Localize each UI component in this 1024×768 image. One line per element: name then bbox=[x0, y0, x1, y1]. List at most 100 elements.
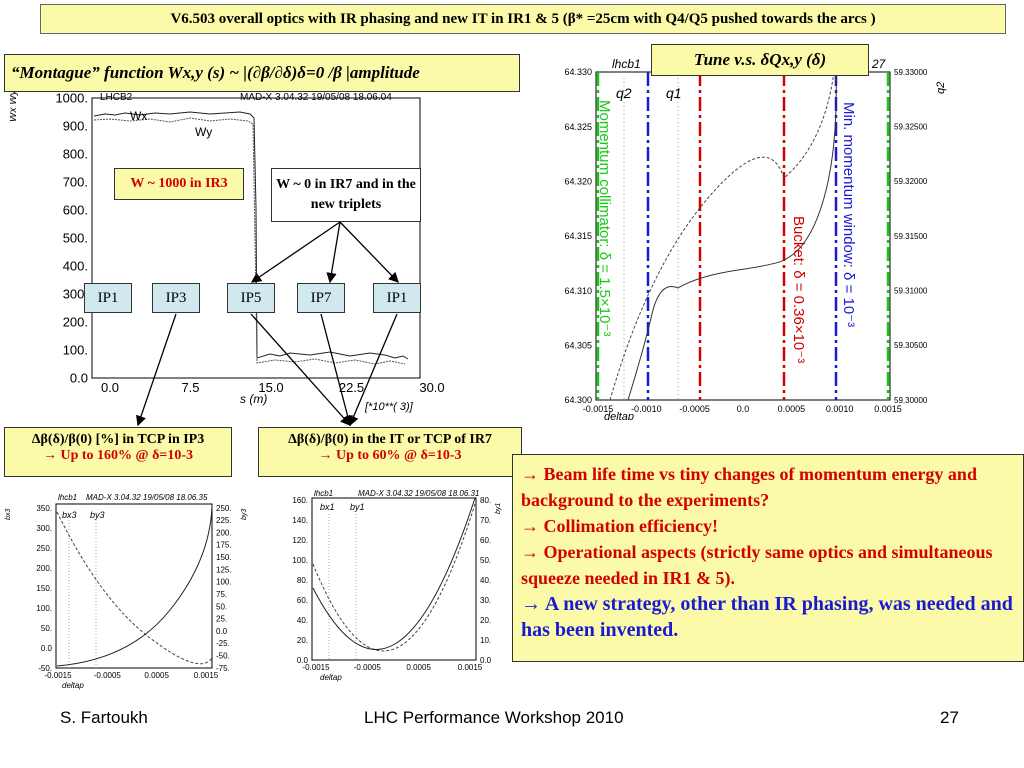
tick-label: 64.310 bbox=[564, 286, 592, 296]
montague-curve-wy bbox=[93, 117, 406, 365]
tick-label: 40. bbox=[480, 576, 491, 585]
ip-box-ip7: IP7 bbox=[297, 283, 345, 313]
tick-label: -0.0010 bbox=[631, 404, 662, 414]
tune-svg: lhcb1 27 q2 64.33064.32564.32064.31564.3… bbox=[564, 57, 947, 423]
tick-label: 100. bbox=[63, 343, 88, 358]
tune-window-label: Min. momentum window: δ = 10⁻³ bbox=[840, 102, 857, 327]
arrow-ip5-to-it bbox=[250, 313, 351, 426]
tick-label: 59.32000 bbox=[894, 177, 928, 186]
tick-label: 175. bbox=[216, 541, 232, 550]
plot-ir3-left-ticks: 350. 300. 250. 200. 150. 100. 50. 0.0 -50. bbox=[36, 504, 52, 673]
tcp-ir3-box: Δβ(δ)/β(0) [%] in TCP in IP3 → Up to 160… bbox=[4, 427, 232, 477]
tick-label: 64.300 bbox=[564, 395, 592, 405]
plot-ir3-legend1: bx3 bbox=[62, 510, 77, 520]
plot-ir7-legend1: bx1 bbox=[320, 502, 335, 512]
tick-label: 0.0005 bbox=[778, 404, 806, 414]
tune-q2-label: q2 bbox=[616, 85, 632, 101]
bullet-3: → Operational aspects (strictly same opt… bbox=[521, 542, 993, 588]
tick-label: 150. bbox=[216, 553, 232, 562]
ip-box-ip3: IP3 bbox=[152, 283, 200, 313]
tick-label: 160. bbox=[292, 496, 308, 505]
tick-label: -75. bbox=[216, 664, 230, 673]
tick-label: 0.0010 bbox=[826, 404, 854, 414]
tcp-ir7-line1: Δβ(δ)/β(0) in the IT or TCP of IR7 bbox=[288, 432, 492, 447]
w-ir7-box: W ~ 0 in IR7 and in the new triplets bbox=[271, 168, 421, 222]
tick-label: 0.0 bbox=[41, 644, 53, 653]
arrow-ip1-to-it bbox=[348, 313, 398, 427]
tick-label: 25. bbox=[216, 615, 227, 624]
tune-curve-q2 bbox=[609, 71, 835, 401]
tune-header-left: lhcb1 bbox=[612, 57, 641, 71]
tick-label: 0.0005 bbox=[406, 663, 431, 672]
tune-header-right: 27 bbox=[871, 57, 887, 71]
tune-q1-label: q1 bbox=[666, 85, 682, 101]
tick-label: 0.0 bbox=[216, 627, 228, 636]
montague-xscale: [*10**( 3)] bbox=[364, 401, 414, 413]
tick-label: 30.0 bbox=[419, 380, 444, 395]
ip-box-ip1-right: IP1 bbox=[373, 283, 421, 313]
tune-collimator-label: Momentum collimator: δ = 1.5×10⁻³ bbox=[596, 100, 613, 336]
tick-label: 22.5 bbox=[339, 380, 364, 395]
tune-left-ticks: 64.330 64.325 64.320 64.315 64.310 64.305 64.3… bbox=[564, 67, 592, 405]
plot-ir7-curve-dashed bbox=[312, 503, 476, 652]
arrow-to-ip5 bbox=[250, 221, 341, 283]
arrow-to-ip7 bbox=[326, 221, 341, 284]
tick-label: 1000. bbox=[55, 91, 88, 106]
plot-ir7-header-left: lhcb1 bbox=[314, 489, 333, 498]
plot-ir3-right-ticks: 250. 225. 200. 175. 150. 125. 100. 75. 50. 25. 0.0… bbox=[216, 504, 232, 673]
tick-label: 59.31000 bbox=[894, 286, 928, 295]
tick-label: 200. bbox=[216, 528, 232, 537]
plot-ir7-legend2: by1 bbox=[350, 502, 365, 512]
tune-bucket-label: Bucket: δ = 0.36×10⁻³ bbox=[790, 216, 807, 363]
plot-ir3: lhcb1 MAD-X 3.04.32 19/05/08 18.06.35 bx… bbox=[0, 490, 250, 690]
tick-label: 64.330 bbox=[564, 67, 592, 77]
tick-label: 64.315 bbox=[564, 231, 592, 241]
plot-ir3-xlabel: deltap bbox=[62, 681, 84, 690]
tick-label: 225. bbox=[216, 516, 232, 525]
montague-ylabel: Wx Wy bbox=[10, 89, 19, 122]
tick-label: 250. bbox=[216, 504, 232, 513]
tick-label: 0.0 bbox=[70, 371, 88, 386]
tick-label: 300. bbox=[36, 524, 52, 533]
tick-label: 200. bbox=[63, 315, 88, 330]
tick-label: 20. bbox=[297, 636, 308, 645]
tick-label: 59.31500 bbox=[894, 232, 928, 241]
plot-ir3-curve-dashed bbox=[56, 511, 213, 665]
tick-label: -50. bbox=[216, 651, 230, 660]
tick-label: 60. bbox=[297, 596, 308, 605]
montague-label-wy: Wy bbox=[195, 125, 212, 139]
ip-box-ip5: IP5 bbox=[227, 283, 275, 313]
plot-ir3-svg: lhcb1 MAD-X 3.04.32 19/05/08 18.06.35 bx… bbox=[5, 493, 248, 690]
tune-plot: lhcb1 27 q2 64.330 64.325 64.320 64.315 64.3… bbox=[548, 48, 964, 423]
tick-label: 120. bbox=[292, 536, 308, 545]
footer-event: LHC Performance Workshop 2010 bbox=[364, 708, 624, 727]
plot-ir3-x-ticks: -0.0015 -0.0005 0.0005 0.0015 bbox=[44, 671, 218, 680]
tick-label: 59.32500 bbox=[894, 122, 928, 131]
tick-label: 140. bbox=[292, 516, 308, 525]
bullet-2: → Collimation efficiency! bbox=[521, 516, 718, 536]
tick-label: 7.5 bbox=[181, 380, 199, 395]
bullet-1: → Beam life time vs tiny changes of mome… bbox=[521, 464, 977, 510]
arrow-to-ip1 bbox=[339, 221, 399, 283]
plot-ir3-header-left: lhcb1 bbox=[58, 493, 77, 502]
footer-author: S. Fartoukh bbox=[60, 708, 148, 727]
tick-label: 50. bbox=[41, 624, 52, 633]
tick-label: 80. bbox=[297, 576, 308, 585]
tick-label: 40. bbox=[297, 616, 308, 625]
tick-label: 80. bbox=[480, 496, 491, 505]
montague-box: “Montague” function Wx,y (s) ~ |(∂β/∂δ)δ… bbox=[4, 54, 520, 92]
tick-label: -0.0005 bbox=[354, 663, 382, 672]
tune-xlabel: deltap bbox=[604, 411, 634, 420]
tick-label: 20. bbox=[480, 616, 491, 625]
tick-label: 250. bbox=[36, 544, 52, 553]
plot-ir7-left-ticks: 160. 140. 120. 100. 80. 60. 40. 20. 0.0 bbox=[292, 496, 308, 665]
tick-label: 900. bbox=[63, 119, 88, 134]
plot-ir7-right-ylabel: by1 bbox=[495, 503, 502, 514]
tick-label: 50. bbox=[216, 602, 227, 611]
plot-ir7-xlabel: deltap bbox=[320, 673, 342, 682]
tick-label: 0.0 bbox=[101, 380, 119, 395]
tick-label: 64.325 bbox=[564, 122, 592, 132]
tick-label: 59.30000 bbox=[894, 396, 928, 405]
tick-label: -25. bbox=[216, 639, 230, 648]
tick-label: 70. bbox=[480, 516, 491, 525]
